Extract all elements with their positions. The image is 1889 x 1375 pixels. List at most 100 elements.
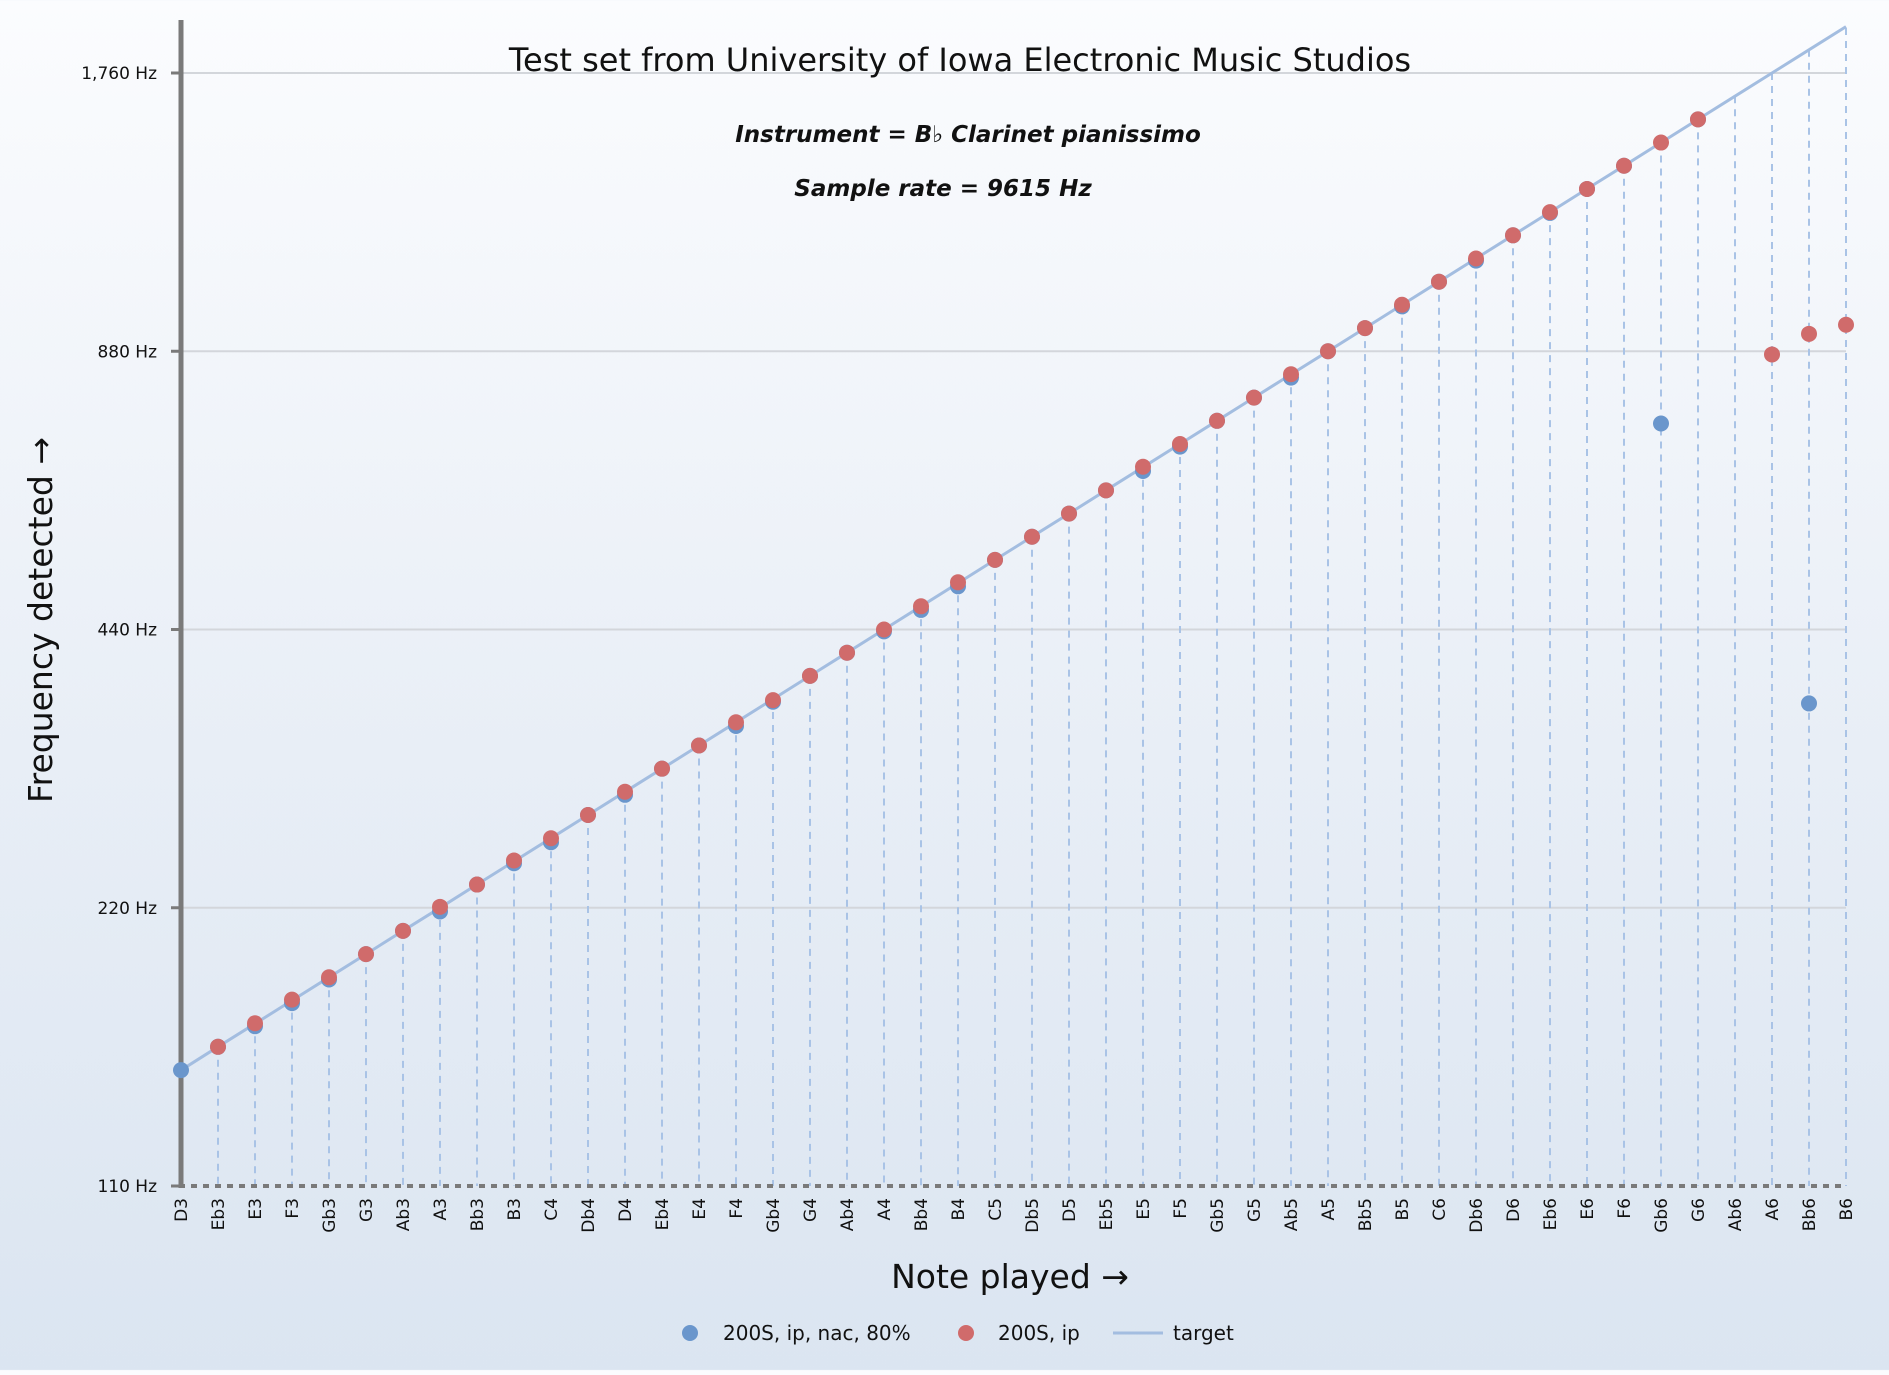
point-s2-E5 <box>1135 458 1151 475</box>
x-tick-label-E6: E6 <box>1578 1198 1598 1220</box>
x-tick-label-B5: B5 <box>1393 1198 1413 1220</box>
point-s2-Eb5 <box>1098 482 1114 499</box>
target-series <box>180 25 1847 1072</box>
point-s2-Eb3 <box>210 1038 226 1055</box>
x-tick-label-Gb4: Gb4 <box>764 1198 784 1233</box>
point-s2-Db5 <box>1024 528 1040 545</box>
x-tick-label-F3: F3 <box>283 1198 303 1219</box>
point-s2-A5 <box>1320 343 1336 360</box>
point-s2-A3 <box>432 898 448 915</box>
point-s2-Db6 <box>1468 250 1484 267</box>
point-s2-F6 <box>1616 157 1632 174</box>
data-points <box>173 111 1854 1079</box>
chart-subtitle-sample-rate: Sample rate = 9615 Hz <box>794 176 1092 202</box>
x-tick-label-A4: A4 <box>875 1198 895 1220</box>
point-s2-Bb3 <box>469 876 485 893</box>
x-tick-label-F6: F6 <box>1615 1198 1635 1219</box>
point-s2-D6 <box>1505 227 1521 244</box>
x-tick-label-D3: D3 <box>172 1198 192 1222</box>
point-s2-E4 <box>691 737 707 754</box>
x-tick-label-B3: B3 <box>505 1198 525 1220</box>
y-tick-label-0: 110 Hz <box>97 1177 157 1197</box>
point-s2-C5 <box>987 551 1003 568</box>
x-tick-label-E4: E4 <box>690 1198 710 1220</box>
point-s2-E3 <box>247 1015 263 1032</box>
y-tick-label-1: 220 Hz <box>97 899 157 919</box>
point-s2-Bb6 <box>1801 325 1817 342</box>
point-s2-Ab4 <box>839 644 855 661</box>
y-tick-label-2: 440 Hz <box>97 621 157 641</box>
x-tick-label-D4: D4 <box>616 1198 636 1222</box>
legend-marker-series-1 <box>682 1325 698 1341</box>
x-tick-label-Db5: Db5 <box>1023 1198 1043 1233</box>
axes <box>171 20 1846 1188</box>
gridlines <box>181 72 1846 909</box>
x-tick-label-A5: A5 <box>1319 1198 1339 1220</box>
x-tick-label-Gb6: Gb6 <box>1652 1198 1672 1233</box>
point-s1-Gb6 <box>1653 415 1669 432</box>
point-s2-F5 <box>1172 435 1188 452</box>
point-s2-A4 <box>876 621 892 638</box>
point-s2-C4 <box>543 830 559 847</box>
point-s2-D4 <box>617 783 633 800</box>
x-axis-title: Note played → <box>891 1257 1129 1296</box>
point-s1-D3 <box>173 1062 189 1079</box>
x-tick-label-Db4: Db4 <box>579 1198 599 1233</box>
legend-label-series-1: 200S, ip, nac, 80% <box>723 1321 911 1345</box>
target-line <box>180 25 1847 1072</box>
legend: 200S, ip, nac, 80% 200S, ip target <box>682 1321 1234 1345</box>
x-tick-label-F4: F4 <box>727 1198 747 1219</box>
x-tick-label-B6: B6 <box>1837 1198 1857 1220</box>
y-axis-title: Frequency detected → <box>21 437 60 803</box>
x-tick-label-D5: D5 <box>1060 1198 1080 1222</box>
point-s2-F4 <box>728 714 744 731</box>
x-tick-label-Db6: Db6 <box>1467 1198 1487 1233</box>
chart-subtitle-instrument: Instrument = B♭ Clarinet pianissimo <box>735 122 1201 148</box>
point-s2-Gb3 <box>321 969 337 986</box>
point-s2-B5 <box>1394 296 1410 313</box>
x-tick-label-Ab6: Ab6 <box>1726 1198 1746 1231</box>
x-tick-label-Eb5: Eb5 <box>1097 1198 1117 1230</box>
x-tick-label-B4: B4 <box>949 1198 969 1220</box>
x-tick-label-Ab4: Ab4 <box>838 1198 858 1231</box>
x-tick-label-A6: A6 <box>1763 1198 1783 1220</box>
point-s2-Db4 <box>580 806 596 823</box>
point-s2-F3 <box>284 991 300 1008</box>
point-s2-D5 <box>1061 505 1077 522</box>
x-tick-label-Eb4: Eb4 <box>653 1198 673 1230</box>
x-tick-label-A3: A3 <box>431 1198 451 1220</box>
point-s2-G4 <box>802 667 818 684</box>
x-tick-label-Eb6: Eb6 <box>1541 1198 1561 1230</box>
point-s2-E6 <box>1579 180 1595 197</box>
x-tick-label-Ab5: Ab5 <box>1282 1198 1302 1231</box>
x-tick-label-G3: G3 <box>357 1198 377 1222</box>
x-tick-label-E5: E5 <box>1134 1198 1154 1220</box>
point-s2-Eb6 <box>1542 204 1558 221</box>
x-tick-label-Bb5: Bb5 <box>1356 1198 1376 1231</box>
point-s2-Bb5 <box>1357 320 1373 337</box>
chart-title: Test set from University of Iowa Electro… <box>508 41 1411 79</box>
point-s2-G5 <box>1246 389 1262 406</box>
point-s2-Eb4 <box>654 760 670 777</box>
x-tick-label-C4: C4 <box>542 1198 562 1221</box>
point-s2-Gb4 <box>765 692 781 709</box>
drop-lines <box>180 28 1847 1186</box>
legend-label-target: target <box>1173 1321 1234 1345</box>
point-s2-C6 <box>1431 273 1447 290</box>
x-tick-label-G5: G5 <box>1245 1198 1265 1222</box>
point-s2-B4 <box>950 574 966 591</box>
x-tick-label-G4: G4 <box>801 1198 821 1222</box>
x-tick-label-Gb5: Gb5 <box>1208 1198 1228 1233</box>
y-tick-label-3: 880 Hz <box>97 342 157 362</box>
x-tick-label-Bb3: Bb3 <box>468 1198 488 1231</box>
point-s2-A6 <box>1764 346 1780 363</box>
x-tick-label-D6: D6 <box>1504 1198 1524 1222</box>
point-s2-B3 <box>506 852 522 869</box>
x-tick-label-G6: G6 <box>1689 1198 1709 1222</box>
point-s2-G3 <box>358 946 374 963</box>
x-tick-label-C5: C5 <box>986 1198 1006 1221</box>
legend-marker-series-2 <box>958 1325 974 1341</box>
x-tick-label-C6: C6 <box>1430 1198 1450 1221</box>
